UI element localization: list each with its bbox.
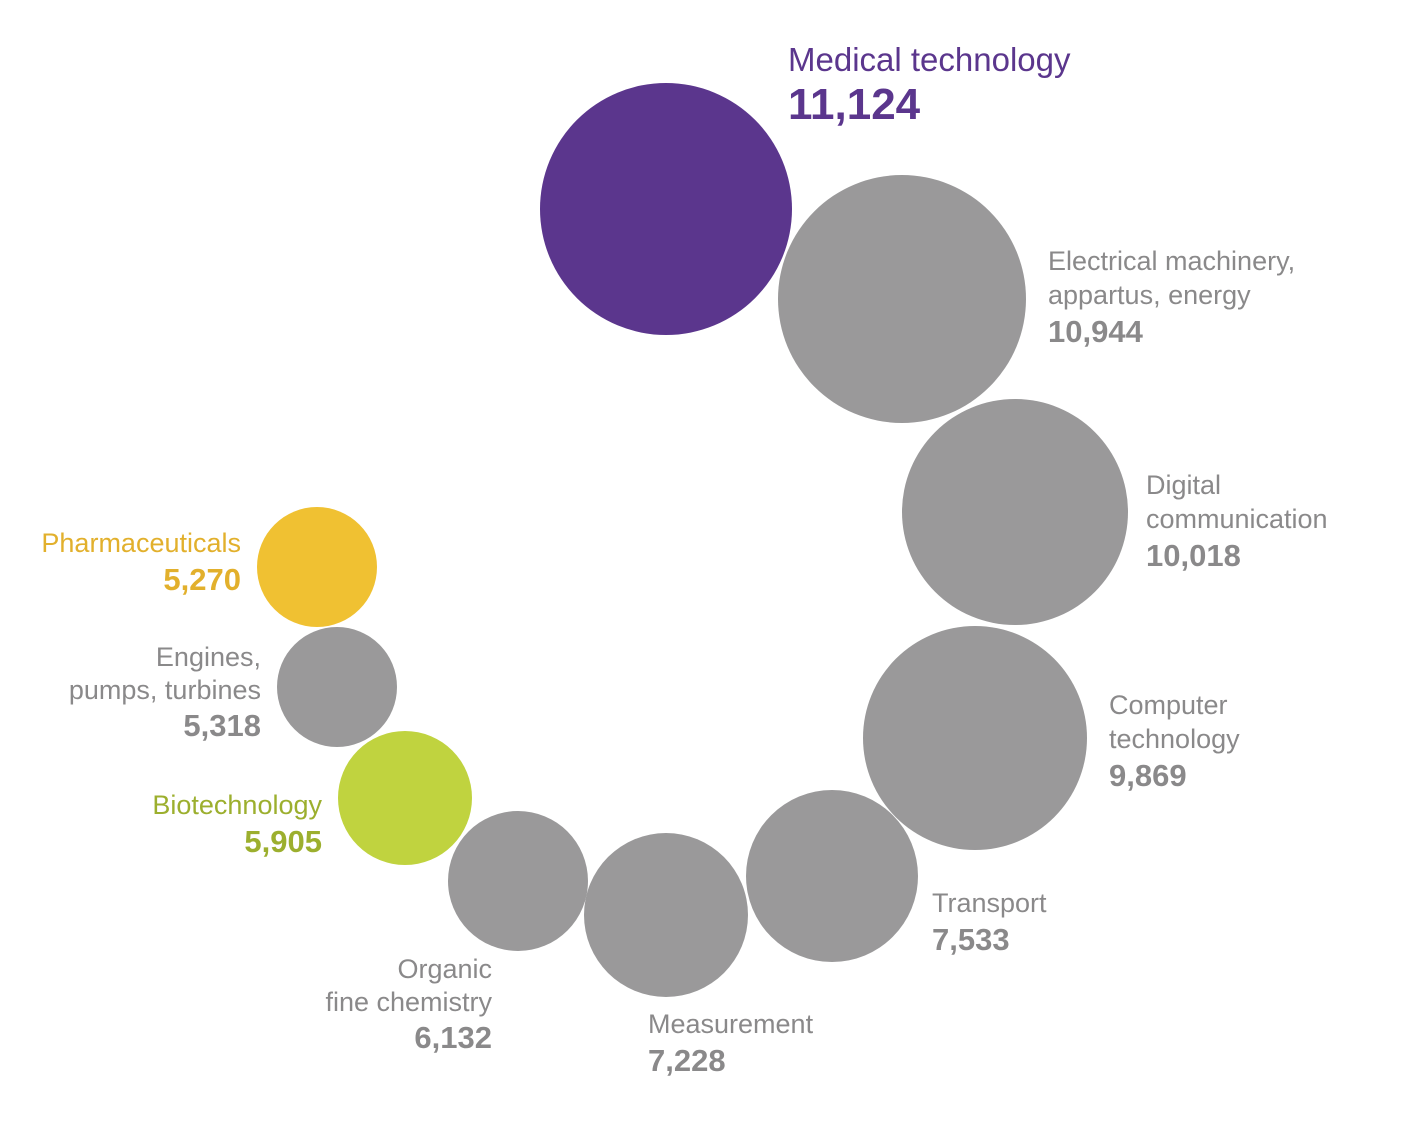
category-label-engines-pumps-turbines-line-2: pumps, turbines xyxy=(69,675,261,705)
category-label-organic-fine-chemistry-line-2: fine chemistry xyxy=(325,987,492,1017)
category-label-pharmaceuticals: Pharmaceuticals xyxy=(41,528,241,558)
category-label-biotechnology: Biotechnology xyxy=(152,790,322,820)
category-label-medical-technology: Medical technology xyxy=(788,41,1071,78)
category-label-electrical-machinery-appartus-energy-line-2: appartus, energy xyxy=(1048,280,1251,310)
category-label-computer-technology-line-1: Computer xyxy=(1109,690,1228,720)
category-label-transport: Transport xyxy=(932,888,1047,918)
label-transport: Transport 7,533 xyxy=(932,888,1047,957)
bubble-medical-technology xyxy=(540,83,792,335)
bubble-transport xyxy=(746,790,918,962)
bubble-engines-pumps-turbines xyxy=(277,627,397,747)
value-label-electrical-machinery-appartus-energy: 10,944 xyxy=(1048,314,1144,349)
bubble-biotechnology xyxy=(338,731,472,865)
bubble-organic-fine-chemistry xyxy=(448,811,588,951)
value-label-digital-communication: 10,018 xyxy=(1146,538,1241,573)
value-label-engines-pumps-turbines: 5,318 xyxy=(183,708,261,743)
label-measurement: Measurement 7,228 xyxy=(648,1009,814,1078)
bubble-measurement xyxy=(584,833,748,997)
category-label-engines-pumps-turbines-line-1: Engines, xyxy=(156,642,261,672)
bubble-electrical-machinery-appartus-energy xyxy=(778,175,1026,423)
label-computer-technology: Computer technology 9,869 xyxy=(1109,690,1240,793)
value-label-pharmaceuticals: 5,270 xyxy=(163,562,241,597)
category-label-electrical-machinery-appartus-energy-line-1: Electrical machinery, xyxy=(1048,246,1295,276)
bubbles-layer xyxy=(257,83,1128,997)
value-label-transport: 7,533 xyxy=(932,922,1010,957)
category-label-computer-technology-line-2: technology xyxy=(1109,724,1240,754)
value-label-measurement: 7,228 xyxy=(648,1043,726,1078)
value-label-biotechnology: 5,905 xyxy=(244,824,322,859)
bubble-pharmaceuticals xyxy=(257,507,377,627)
value-label-organic-fine-chemistry: 6,132 xyxy=(414,1020,492,1055)
category-label-organic-fine-chemistry-line-1: Organic xyxy=(397,954,492,984)
label-pharmaceuticals: Pharmaceuticals 5,270 xyxy=(41,528,241,597)
label-digital-communication: Digital communication 10,018 xyxy=(1146,470,1328,573)
category-label-measurement: Measurement xyxy=(648,1009,814,1039)
label-electrical-machinery-appartus-energy: Electrical machinery, appartus, energy 10,… xyxy=(1048,246,1295,349)
bubble-computer-technology xyxy=(863,626,1087,850)
bubble-digital-communication xyxy=(902,399,1128,625)
value-label-computer-technology: 9,869 xyxy=(1109,758,1187,793)
category-label-digital-communication-line-2: communication xyxy=(1146,504,1328,534)
value-label-medical-technology: 11,124 xyxy=(788,80,921,129)
category-label-digital-communication-line-1: Digital xyxy=(1146,470,1221,500)
label-biotechnology: Biotechnology 5,905 xyxy=(152,790,322,859)
